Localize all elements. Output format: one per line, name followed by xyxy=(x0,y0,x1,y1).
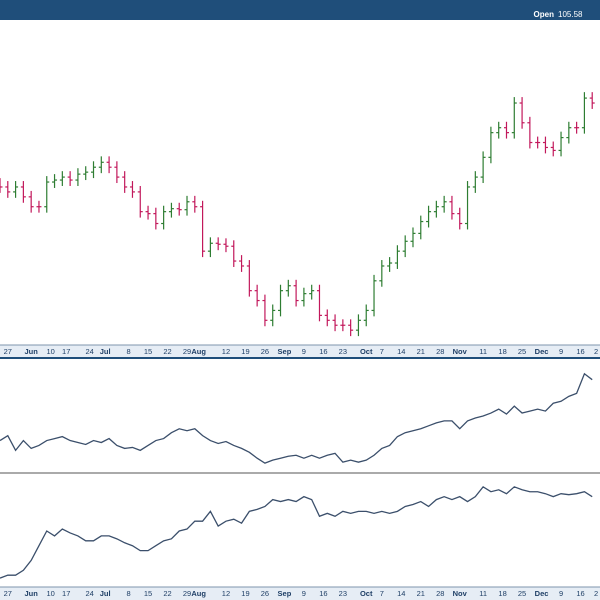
axis-strip xyxy=(0,345,600,358)
x-tick-label: 14 xyxy=(397,589,405,598)
axis-strip xyxy=(0,587,600,600)
x-tick-label: Jun xyxy=(24,589,38,598)
x-tick-label: 9 xyxy=(302,347,306,356)
x-tick-label: 17 xyxy=(62,347,70,356)
indicator-line xyxy=(0,372,593,464)
x-tick-label: Jul xyxy=(100,589,111,598)
indicator-line xyxy=(0,485,593,579)
x-tick-label: Nov xyxy=(453,589,468,598)
x-tick-label: 22 xyxy=(163,589,171,598)
x-tick-label: 26 xyxy=(261,347,269,356)
x-tick-label: 27 xyxy=(4,589,12,598)
x-tick-label: 11 xyxy=(479,589,487,598)
x-tick-label: 8 xyxy=(126,589,130,598)
x-tick-label: 22 xyxy=(163,347,171,356)
x-tick-label: 17 xyxy=(62,589,70,598)
x-tick-label: 16 xyxy=(319,347,327,356)
x-tick-label: 28 xyxy=(436,347,444,356)
x-tick-label: 25 xyxy=(518,589,526,598)
x-tick-label: 21 xyxy=(417,589,425,598)
x-tick-label: 24 xyxy=(85,347,93,356)
x-tick-label: 29 xyxy=(183,347,191,356)
x-tick-label: 2 xyxy=(594,589,598,598)
x-tick-label: 2 xyxy=(594,347,598,356)
x-tick-label: 9 xyxy=(559,347,563,356)
x-tick-label: 7 xyxy=(380,347,384,356)
x-tick-label: 25 xyxy=(518,347,526,356)
x-tick-label: 26 xyxy=(261,589,269,598)
open-label: Open xyxy=(534,10,555,19)
x-tick-label: Sep xyxy=(278,347,292,356)
x-tick-label: 10 xyxy=(46,589,54,598)
x-tick-label: 16 xyxy=(576,347,584,356)
x-tick-label: Jun xyxy=(24,347,38,356)
x-tick-label: 15 xyxy=(144,347,152,356)
x-tick-label: Dec xyxy=(535,589,549,598)
x-tick-label: 18 xyxy=(498,589,506,598)
x-tick-label: 21 xyxy=(417,347,425,356)
x-tick-label: Jul xyxy=(100,347,111,356)
x-tick-label: 9 xyxy=(302,589,306,598)
header-bar xyxy=(0,0,600,20)
x-tick-label: Oct xyxy=(360,589,373,598)
x-tick-label: 23 xyxy=(339,347,347,356)
x-tick-label: Dec xyxy=(535,347,549,356)
open-value: 105.58 xyxy=(558,10,583,19)
x-tick-label: 23 xyxy=(339,589,347,598)
x-tick-label: 18 xyxy=(498,347,506,356)
x-tick-label: Nov xyxy=(453,347,468,356)
x-tick-label: 16 xyxy=(319,589,327,598)
x-tick-label: 28 xyxy=(436,589,444,598)
x-tick-label: 14 xyxy=(397,347,405,356)
x-tick-label: Aug xyxy=(191,347,206,356)
x-tick-label: 19 xyxy=(241,589,249,598)
x-tick-label: 10 xyxy=(46,347,54,356)
x-tick-label: 9 xyxy=(559,589,563,598)
x-tick-label: 16 xyxy=(576,589,584,598)
x-tick-label: 12 xyxy=(222,347,230,356)
x-tick-label: Aug xyxy=(191,589,206,598)
x-tick-label: 12 xyxy=(222,589,230,598)
x-tick-label: 8 xyxy=(126,347,130,356)
x-tick-label: 7 xyxy=(380,589,384,598)
x-tick-label: Sep xyxy=(278,589,292,598)
x-tick-label: 24 xyxy=(85,589,93,598)
x-tick-label: 15 xyxy=(144,589,152,598)
x-tick-label: 29 xyxy=(183,589,191,598)
x-tick-label: 19 xyxy=(241,347,249,356)
x-tick-label: Oct xyxy=(360,347,373,356)
x-tick-label: 11 xyxy=(479,347,487,356)
x-tick-label: 27 xyxy=(4,347,12,356)
